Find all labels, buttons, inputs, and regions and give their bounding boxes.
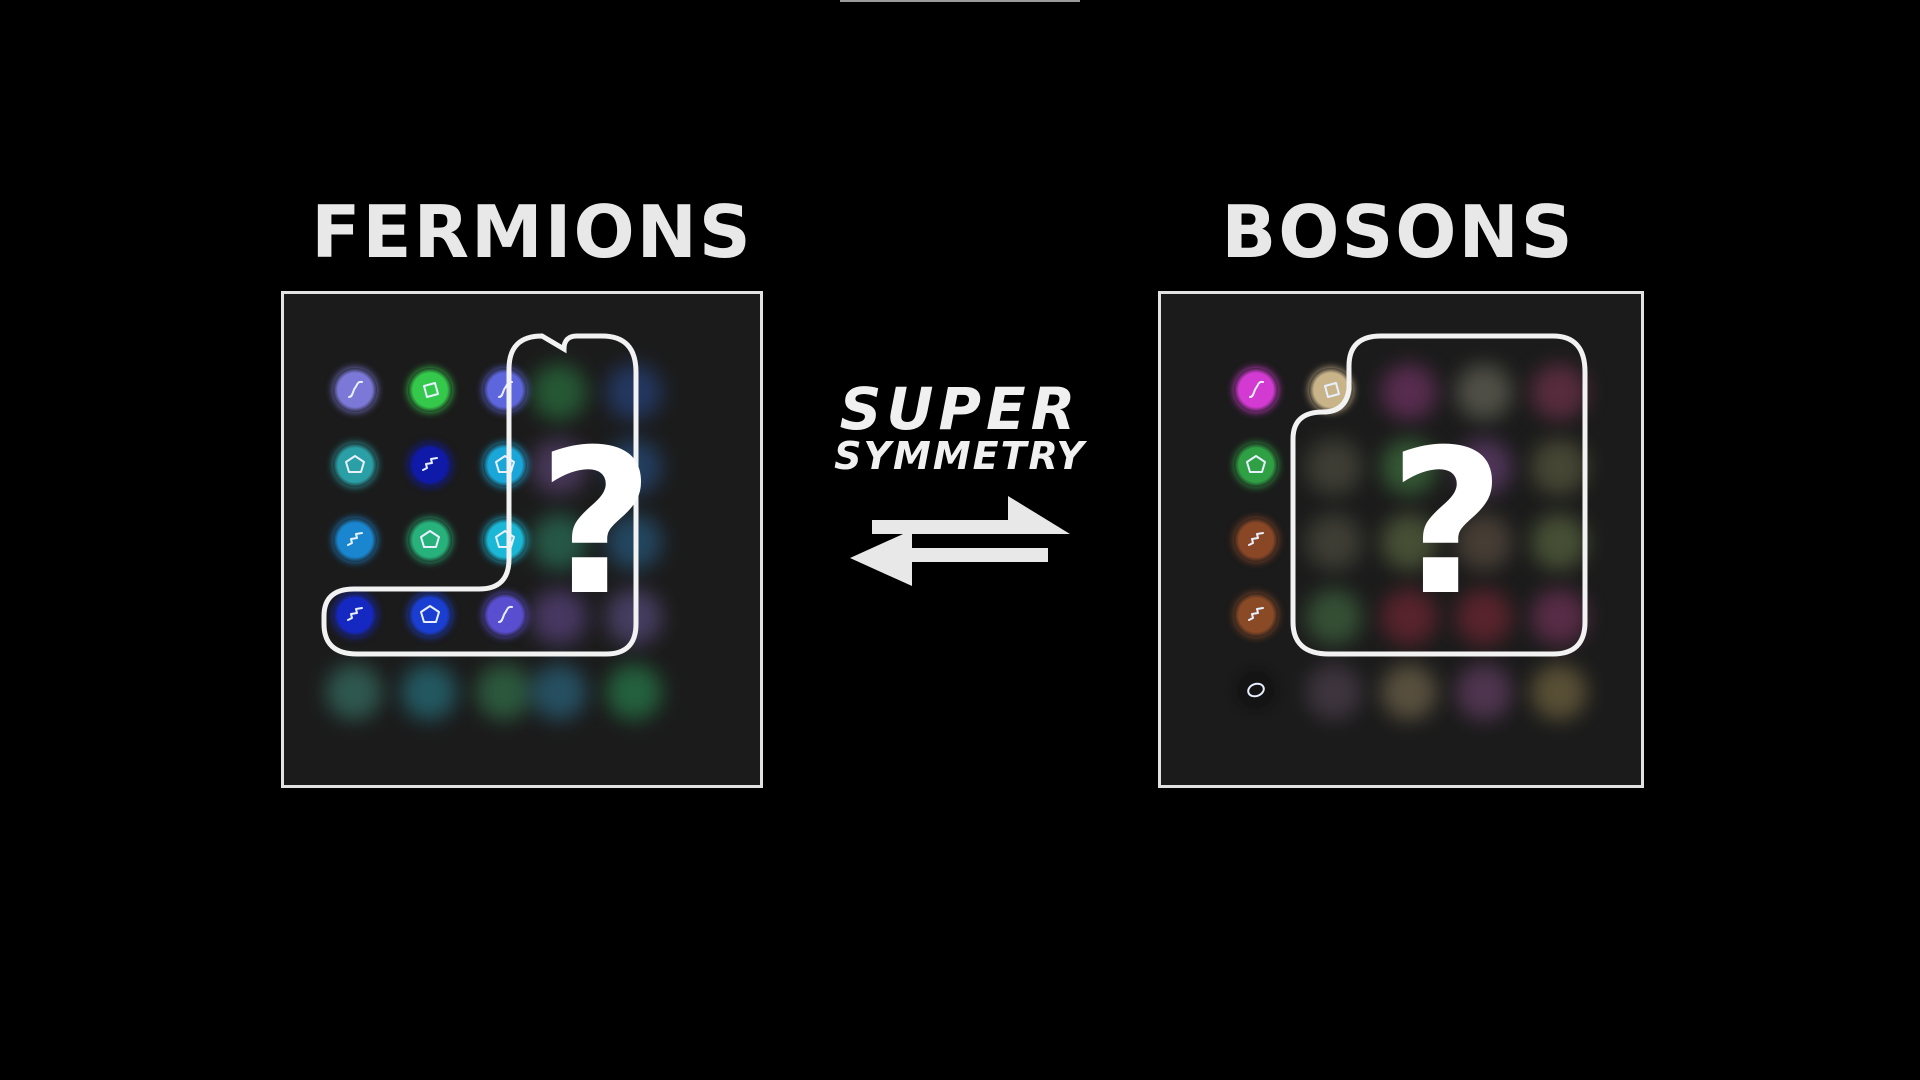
- bosons-unknown-region-outline: [1290, 333, 1588, 657]
- top-divider: [840, 0, 1080, 2]
- boson-hidden-particle: [1381, 364, 1437, 420]
- wave-icon: [498, 605, 513, 623]
- fermion-hidden-particle: [531, 364, 587, 420]
- boson-hidden-particle: [1456, 589, 1512, 645]
- zigzag-icon: [347, 607, 363, 621]
- boson-hidden-particle: [1531, 589, 1587, 645]
- fermion-particle: [483, 443, 527, 487]
- fermions-question-mark: ?: [537, 407, 654, 640]
- boson-hidden-particle: [1306, 664, 1362, 720]
- fermion-hidden-particle: [531, 514, 587, 570]
- square-icon: [423, 382, 439, 398]
- fermion-particle: [333, 593, 377, 637]
- boson-hidden-particle: [1381, 439, 1437, 495]
- boson-hidden-particle: [1381, 589, 1437, 645]
- boson-hidden-particle: [1306, 589, 1362, 645]
- boson-hidden-particle: [1531, 514, 1587, 570]
- boson-hidden-particle: [1456, 664, 1512, 720]
- boson-particle: [1234, 668, 1278, 712]
- zigzag-icon: [1248, 607, 1264, 621]
- super-label: SUPER: [839, 375, 1081, 443]
- boson-hidden-particle: [1456, 439, 1512, 495]
- wave-icon: [348, 380, 363, 398]
- symmetry-label: SYMMETRY: [834, 434, 1086, 478]
- fermions-title: FERMIONS: [311, 190, 753, 274]
- boson-hidden-particle: [1456, 514, 1512, 570]
- boson-particle: [1234, 443, 1278, 487]
- pentagon-icon: [495, 455, 515, 473]
- bosons-title: BOSONS: [1221, 190, 1575, 274]
- fermion-hidden-particle: [401, 664, 457, 720]
- boson-particle: [1234, 593, 1278, 637]
- zigzag-icon: [1248, 532, 1264, 546]
- fermion-particle: [333, 518, 377, 562]
- boson-hidden-particle: [1531, 664, 1587, 720]
- fermion-particle: [408, 518, 452, 562]
- boson-hidden-particle: [1381, 514, 1437, 570]
- wave-icon: [1249, 380, 1264, 398]
- fermion-particle: [483, 593, 527, 637]
- boson-hidden-particle: [1306, 514, 1362, 570]
- bosons-panel: ?: [1158, 291, 1644, 788]
- boson-hidden-particle: [1531, 439, 1587, 495]
- fermions-unknown-region-outline: [321, 333, 639, 657]
- boson-particle: [1234, 368, 1278, 412]
- pentagon-icon: [345, 455, 365, 473]
- pentagon-icon: [1246, 455, 1266, 473]
- zigzag-icon: [422, 457, 438, 471]
- exchange-arrows-icon: [850, 496, 1070, 586]
- fermion-hidden-particle: [531, 664, 587, 720]
- fermion-hidden-particle: [606, 664, 662, 720]
- fermion-particle: [408, 368, 452, 412]
- boson-hidden-particle: [1381, 664, 1437, 720]
- fermion-hidden-particle: [531, 589, 587, 645]
- pentagon-icon: [420, 605, 440, 623]
- pentagon-icon: [420, 530, 440, 548]
- fermion-hidden-particle: [476, 664, 532, 720]
- fermion-particle: [333, 443, 377, 487]
- boson-hidden-particle: [1306, 439, 1362, 495]
- fermion-particle: [408, 593, 452, 637]
- boson-hidden-particle: [1531, 364, 1587, 420]
- fermion-particle: [408, 443, 452, 487]
- fermions-panel: ?: [281, 291, 763, 788]
- boson-hidden-particle: [1456, 364, 1512, 420]
- fermion-particle: [483, 368, 527, 412]
- zigzag-icon: [347, 532, 363, 546]
- fermion-particle: [483, 518, 527, 562]
- bosons-question-mark: ?: [1388, 407, 1505, 640]
- pentagon-icon: [495, 530, 515, 548]
- ring-icon: [1247, 682, 1265, 698]
- fermion-hidden-particle: [531, 439, 587, 495]
- fermion-hidden-particle: [326, 664, 382, 720]
- fermion-particle: [333, 368, 377, 412]
- boson-particle: [1234, 518, 1278, 562]
- square-icon: [1324, 382, 1340, 398]
